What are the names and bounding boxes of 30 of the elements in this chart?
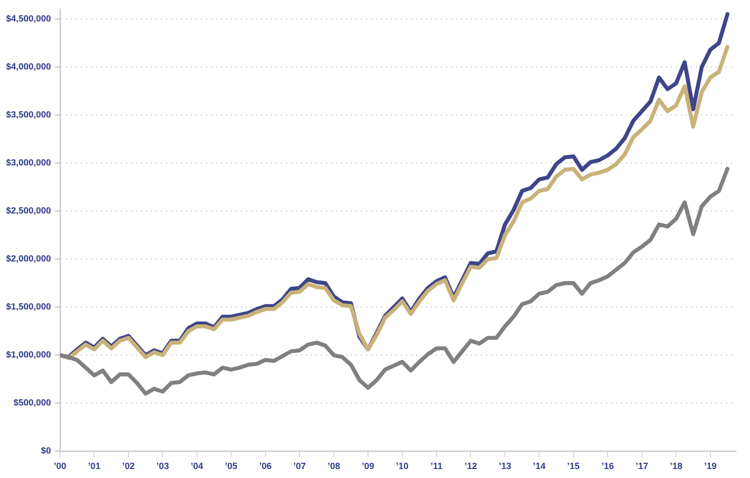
x-tick-label: ’07 <box>293 461 306 472</box>
x-tick-label: ’16 <box>601 461 614 472</box>
x-tick-label: ’01 <box>88 461 100 472</box>
x-tick-label: ’15 <box>567 461 580 472</box>
y-tick-label: $1,500,000 <box>6 302 51 312</box>
x-tick-label: ’11 <box>430 461 443 472</box>
x-tick-label: ’18 <box>670 461 682 472</box>
y-tick-label: $2,000,000 <box>6 254 51 264</box>
x-tick-label: ’02 <box>122 461 135 472</box>
x-tick-label: ’05 <box>224 461 238 472</box>
x-tick-label: ’13 <box>498 461 512 472</box>
x-tick-label: ’10 <box>396 461 409 472</box>
y-tick-label: $500,000 <box>13 398 51 408</box>
x-tick-label: ’19 <box>704 461 717 472</box>
x-tick-label: ’17 <box>636 461 648 472</box>
y-tick-label: $2,500,000 <box>6 206 51 216</box>
x-tick-label: ’06 <box>259 461 272 472</box>
y-tick-label: $3,500,000 <box>6 110 51 120</box>
x-tick-label: ’12 <box>464 461 477 472</box>
x-tick-label: ’04 <box>190 461 204 472</box>
x-tick-label: ’08 <box>328 461 340 472</box>
x-tick-label: ’00 <box>54 461 66 472</box>
x-tick-label: ’09 <box>362 461 374 472</box>
y-tick-label: $4,500,000 <box>6 13 51 24</box>
x-tick-label: ’03 <box>156 461 169 472</box>
y-tick-label: $4,000,000 <box>6 62 51 72</box>
x-tick-label: ’14 <box>532 461 546 472</box>
y-tick-label: $3,000,000 <box>6 158 51 168</box>
y-tick-label: $1,000,000 <box>6 350 51 360</box>
y-tick-label: $0 <box>40 446 51 456</box>
